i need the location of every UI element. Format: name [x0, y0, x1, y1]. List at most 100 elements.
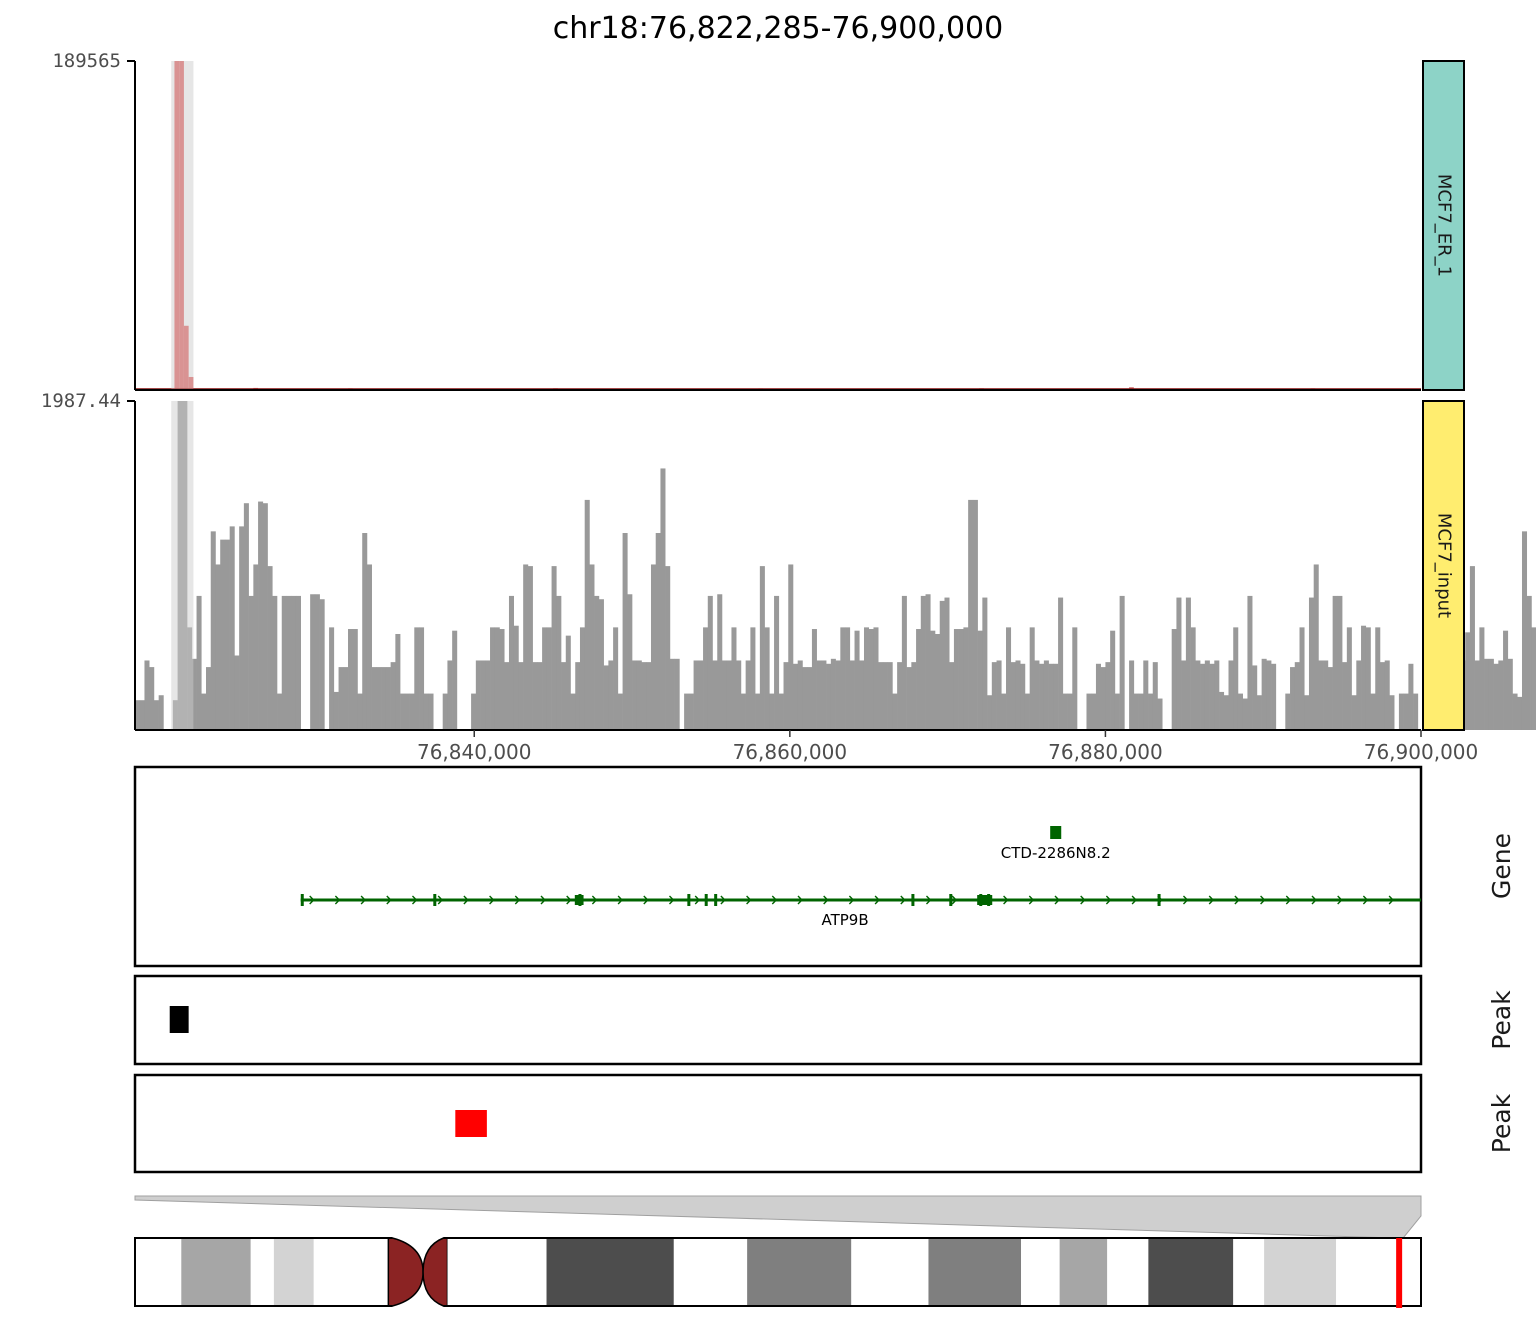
gene-exon-block — [977, 895, 993, 905]
coverage-bar — [1086, 693, 1092, 730]
coverage-bar — [1365, 627, 1371, 730]
coverage-bar — [1223, 695, 1229, 730]
gene-track-label: Gene — [1487, 833, 1516, 899]
coverage-bar — [826, 663, 832, 730]
coverage-bar — [1517, 696, 1523, 730]
coverage-bar — [1256, 695, 1262, 730]
coverage-bar — [1252, 665, 1258, 730]
coverage-bar — [527, 566, 533, 730]
coverage-bar — [1200, 663, 1206, 730]
highlight-overlay — [171, 61, 194, 390]
strand-arrow — [591, 895, 598, 905]
coverage-bar — [1403, 693, 1409, 730]
peak-track-label: Peak — [1487, 990, 1516, 1050]
coverage-bar — [1261, 658, 1267, 730]
coverage-bar — [281, 595, 287, 730]
coverage-bar — [149, 667, 155, 730]
chromosome-band — [1336, 1238, 1421, 1306]
coverage-bar — [882, 662, 888, 730]
coverage-bar — [707, 595, 713, 730]
coverage-bar — [206, 667, 212, 730]
coverage-bar — [736, 660, 742, 730]
coverage-bar — [196, 595, 202, 730]
coverage-bar — [1318, 660, 1324, 730]
coverage-bar — [371, 667, 377, 730]
coverage-bar — [845, 627, 851, 730]
coverage-bar — [759, 566, 765, 730]
strand-arrow — [1182, 895, 1189, 905]
coverage-bar — [594, 595, 600, 730]
coverage-bar — [1133, 693, 1139, 730]
coverage-bar — [139, 700, 145, 730]
gene-exon — [687, 894, 691, 906]
coverage-bar — [215, 564, 221, 730]
gene-exon — [433, 894, 437, 906]
coverage-bar — [897, 662, 903, 730]
coverage-bar — [395, 633, 401, 730]
coverage-bar — [357, 693, 363, 730]
coverage-bar — [1233, 627, 1239, 730]
coverage-bar — [603, 665, 609, 730]
coverage-bar — [731, 627, 737, 730]
coverage-bar — [1474, 660, 1480, 730]
coverage-bar — [641, 662, 647, 730]
strand-arrow — [1388, 895, 1395, 905]
peak-panel-frame — [133, 1073, 1423, 1174]
coverage-bar — [267, 566, 273, 730]
strand-arrow — [951, 895, 958, 905]
coverage-bar — [1346, 627, 1352, 730]
y-max-label: 1987.44 — [41, 390, 121, 412]
coverage-bar — [622, 533, 628, 730]
coverage-bar — [542, 627, 548, 730]
gene-exon — [949, 894, 953, 906]
coverage-bar — [1294, 662, 1300, 730]
x-axis: 76,840,000 76,860,000 76,880,000 76,900,000 — [417, 730, 1478, 764]
coverage-bar — [1171, 629, 1177, 730]
coverage-bar — [1152, 662, 1158, 730]
chromosome-band — [1059, 1238, 1108, 1306]
gene-exon — [300, 894, 304, 906]
coverage-bar — [755, 693, 761, 730]
coverage-bar — [1304, 695, 1310, 730]
coverage-bar — [546, 627, 552, 730]
coverage-bar — [1408, 663, 1414, 730]
gene-exon — [1157, 894, 1161, 906]
coverage-bar — [1138, 693, 1144, 730]
coverage-bar — [343, 667, 349, 730]
highlight-overlay — [171, 401, 194, 730]
chromosome-band — [447, 1238, 547, 1306]
coverage-bar — [480, 660, 486, 730]
coverage-bar — [234, 655, 240, 730]
coverage-bar — [366, 564, 372, 730]
coverage-bar — [1237, 693, 1243, 730]
coverage-bar — [1100, 667, 1106, 730]
coverage-bar — [1337, 595, 1343, 730]
coverage-bar — [650, 564, 657, 730]
coverage-bar — [863, 627, 870, 730]
coverage-bar — [1384, 660, 1390, 730]
coverage-bar — [740, 693, 746, 730]
coverage-bar — [414, 627, 420, 730]
coverage-bar — [1157, 698, 1163, 730]
coverage-bar — [802, 667, 808, 730]
strand-arrow — [1028, 895, 1035, 905]
coverage-bar — [1143, 660, 1149, 730]
region-marker — [1396, 1238, 1403, 1308]
coverage-bar — [579, 627, 586, 730]
coverage-bar — [499, 629, 505, 730]
peak-track-0: Peak — [133, 974, 1516, 1066]
coverage-panel-1: 1987.44 MCF7_input — [41, 390, 1536, 731]
peak-track-1: Peak — [133, 1073, 1516, 1174]
coverage-bar — [1398, 693, 1404, 730]
gene-label: CTD-2286N8.2 — [1001, 844, 1111, 862]
coverage-bar — [991, 662, 997, 730]
coverage-bar — [182, 401, 188, 730]
strand-arrow — [1003, 895, 1009, 905]
coverage-bar — [1242, 698, 1248, 730]
coverage-bar — [669, 658, 675, 730]
coverage-bar — [920, 595, 926, 730]
gene-label: ATP9B — [821, 911, 868, 929]
coverage-bar — [381, 667, 387, 730]
coverage-bar — [295, 595, 301, 730]
